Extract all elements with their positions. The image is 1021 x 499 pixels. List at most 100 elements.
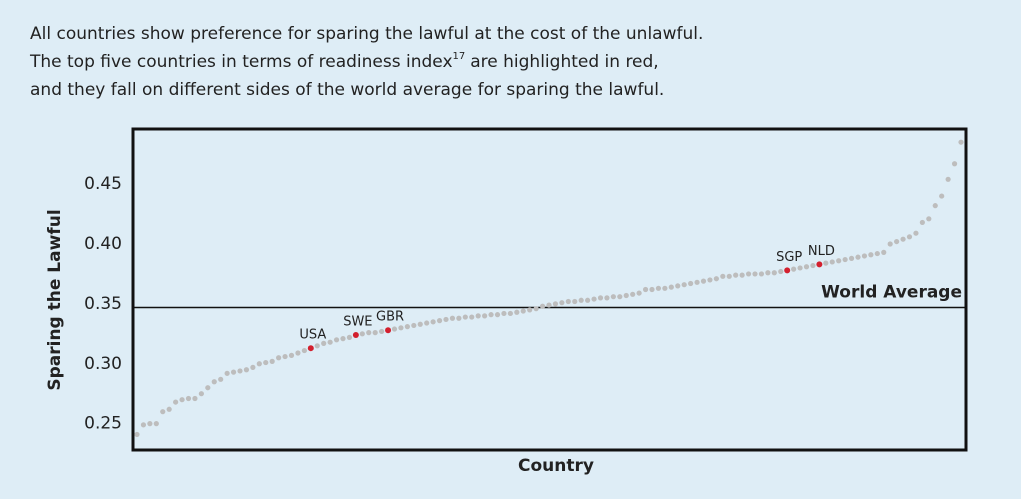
point <box>417 321 423 327</box>
point <box>153 421 159 427</box>
point <box>327 339 333 345</box>
point <box>301 347 307 354</box>
point <box>456 315 462 321</box>
point <box>527 307 533 313</box>
point-label: NLD <box>808 244 835 259</box>
point <box>224 370 230 376</box>
point <box>688 280 694 287</box>
highlighted-point <box>784 267 791 274</box>
point <box>868 252 874 258</box>
point <box>939 193 945 199</box>
point <box>559 300 565 306</box>
point <box>720 273 726 279</box>
plot-frame <box>131 127 968 452</box>
point <box>887 241 893 247</box>
point <box>424 320 430 326</box>
point <box>366 330 372 336</box>
point <box>585 297 591 303</box>
point <box>205 385 211 391</box>
point <box>823 260 829 266</box>
point <box>951 161 958 167</box>
point <box>514 309 520 315</box>
point <box>958 139 964 145</box>
point-label: SGP <box>776 250 802 265</box>
point <box>314 343 320 349</box>
point <box>745 271 752 277</box>
point-label: USA <box>299 328 326 343</box>
point <box>604 295 610 301</box>
point <box>494 312 501 318</box>
point <box>237 368 243 374</box>
point <box>436 318 443 324</box>
point <box>713 276 719 282</box>
highlighted-point <box>352 332 359 339</box>
point <box>443 316 449 323</box>
point <box>539 303 546 309</box>
point-label: SWE <box>343 315 372 330</box>
point <box>778 268 784 275</box>
point <box>379 328 385 335</box>
point <box>707 277 713 283</box>
point <box>945 176 951 182</box>
point <box>160 409 166 415</box>
point <box>797 265 803 271</box>
y-tick-label: 0.40 <box>84 234 122 254</box>
point <box>346 334 353 341</box>
point <box>836 258 842 264</box>
point <box>771 270 777 276</box>
point <box>276 355 282 361</box>
footnote-mark: 17 <box>453 51 466 62</box>
title-line: and they fall on different sides of the … <box>30 80 664 100</box>
point <box>565 298 571 305</box>
point <box>655 285 662 291</box>
point <box>321 340 327 346</box>
point <box>591 296 597 302</box>
point <box>765 270 771 276</box>
title-text: are highlighted in red, <box>470 52 658 72</box>
point <box>733 272 739 278</box>
point <box>166 406 172 412</box>
point <box>597 295 604 301</box>
point <box>578 297 584 303</box>
point <box>752 271 758 277</box>
point <box>256 361 262 367</box>
average-label: World Average <box>821 282 962 302</box>
point <box>430 319 436 325</box>
title-text: The top five countries in terms of readi… <box>29 52 453 72</box>
point <box>572 298 578 305</box>
point <box>617 294 623 300</box>
point <box>642 286 649 293</box>
point <box>140 422 147 428</box>
point <box>610 294 616 300</box>
point <box>282 353 288 360</box>
point <box>449 315 456 321</box>
point <box>288 352 295 358</box>
point <box>488 312 494 318</box>
point <box>803 264 810 270</box>
point <box>791 266 797 272</box>
point <box>411 322 417 329</box>
point <box>462 314 468 320</box>
point <box>263 359 269 366</box>
point <box>173 399 179 405</box>
point <box>623 292 629 299</box>
point <box>340 336 346 342</box>
point <box>546 302 552 308</box>
point <box>636 290 642 296</box>
point <box>243 367 250 373</box>
point <box>295 350 301 356</box>
point <box>372 330 378 336</box>
point <box>552 301 559 307</box>
point <box>218 376 224 382</box>
point <box>675 283 681 289</box>
point <box>861 253 868 259</box>
point <box>469 314 475 320</box>
point <box>250 364 256 370</box>
point <box>668 284 674 290</box>
point <box>333 337 340 343</box>
y-tick-label: 0.30 <box>84 354 122 374</box>
point <box>662 285 668 291</box>
point <box>681 282 687 288</box>
